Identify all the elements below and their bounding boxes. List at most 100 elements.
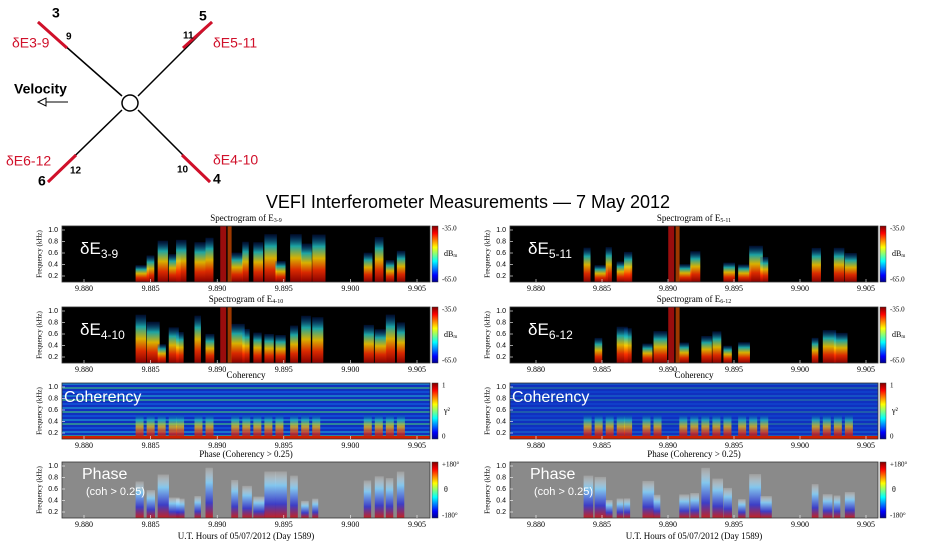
texture: [624, 251, 633, 282]
plot-frame: [61, 382, 431, 440]
x-tick-label: 9.880: [527, 365, 545, 374]
texture: [146, 490, 155, 518]
texture: [194, 315, 201, 363]
plot-frame: [509, 382, 879, 440]
x-tick-label: 9.905: [857, 365, 875, 374]
texture: [264, 413, 273, 439]
texture: [176, 332, 184, 363]
texture: [833, 413, 842, 439]
colorbar: [879, 382, 887, 440]
x-tick-label: 9.895: [275, 441, 293, 450]
texture: [168, 497, 180, 518]
y-tick-label: 0.2: [48, 430, 58, 437]
texture: [275, 471, 287, 518]
panel-inset: δE5-11: [528, 239, 572, 261]
panel-inset: Phase: [530, 466, 575, 483]
texture: [264, 234, 277, 282]
x-tick-label: 9.890: [659, 284, 677, 293]
plot-frame: [509, 225, 879, 283]
y-tick-label: 0.8: [48, 474, 58, 481]
colorbar-unit-text: dB: [444, 330, 453, 339]
x-tick-label: 9.890: [208, 284, 226, 293]
y-tick-label: 0.2: [48, 509, 58, 516]
texture: [583, 475, 594, 518]
colorbar-unit-text: θ: [892, 485, 896, 494]
texture: [146, 255, 155, 282]
colorbar-unit-sub: m: [453, 335, 457, 340]
x-tick-label: 9.905: [408, 284, 426, 293]
panel-inset-sub: 4-10: [101, 328, 125, 342]
x-tick-label: 9.900: [341, 441, 359, 450]
boom-segment: [46, 153, 78, 184]
y-tick-label: 0.2: [496, 430, 506, 437]
x-tick-label: 9.895: [275, 365, 293, 374]
texture: [242, 328, 250, 363]
x-tick-label: 9.890: [208, 520, 226, 529]
texture: [822, 330, 837, 363]
colorbar-unit-sub: m: [901, 254, 905, 259]
texture: [385, 478, 394, 518]
plot-texture: [135, 467, 405, 518]
colorbar-unit-text: γ²: [443, 406, 451, 415]
y-tick-label: 0.6: [48, 486, 58, 493]
colorbar: [431, 225, 439, 283]
texture: [723, 413, 732, 439]
panel-title: Spectrogram of E6-12: [657, 294, 731, 305]
texture: [642, 343, 653, 363]
x-tick-label: 9.895: [725, 284, 743, 293]
panel-inset-text: δE: [528, 320, 549, 339]
probe-diagram: [36, 20, 214, 184]
texture: [227, 307, 232, 363]
texture: [583, 413, 592, 439]
panel-inset-note: (coh > 0.25): [86, 486, 145, 498]
plot-texture: [62, 383, 430, 439]
colorbar: [879, 225, 887, 283]
x-tick-label: 9.885: [593, 441, 611, 450]
x-tick-label: 9.900: [791, 520, 809, 529]
texture: [510, 403, 878, 405]
panel-title: Spectrogram of E3-9: [210, 213, 281, 224]
colorbar-bottom-label: 0: [890, 433, 894, 441]
panel-inset-text: δE: [80, 239, 101, 258]
x-tick-label: 9.885: [593, 365, 611, 374]
panel-title-sub: 3-9: [274, 218, 282, 224]
boom-segment: [180, 153, 212, 184]
panel-inset-sub: 3-9: [101, 247, 119, 261]
texture: [668, 307, 675, 363]
texture: [675, 226, 680, 282]
texture: [510, 436, 878, 439]
x-tick-label: 9.905: [857, 441, 875, 450]
texture: [385, 260, 395, 282]
texture: [510, 395, 878, 397]
colorbar-unit: dBm: [892, 249, 905, 259]
texture: [205, 237, 214, 282]
colorbar-top-label: 1: [890, 382, 894, 390]
texture: [312, 317, 324, 363]
texture: [738, 499, 746, 518]
y-tick-label: 0.6: [496, 331, 506, 338]
texture: [749, 474, 762, 518]
texture: [253, 413, 262, 439]
y-tick-label: 1.0: [496, 308, 506, 315]
panel-title-sub: 6-12: [720, 299, 731, 305]
x-tick-label: 9.900: [341, 520, 359, 529]
texture: [811, 484, 819, 518]
plot-texture: [510, 383, 878, 439]
texture: [690, 413, 699, 439]
probe-label: 3: [52, 5, 60, 21]
x-tick-label: 9.905: [857, 284, 875, 293]
texture: [135, 481, 144, 518]
texture: [653, 413, 662, 439]
plot-frame: [61, 225, 431, 283]
texture: [157, 344, 166, 363]
pair-label: δE6-12: [6, 153, 51, 169]
texture: [157, 474, 169, 518]
plot-texture: [583, 467, 855, 518]
panel-title-text: Phase (Coherency > 0.25): [199, 449, 293, 459]
texture: [301, 243, 312, 282]
y-axis-label: Frequency (kHz): [36, 466, 44, 514]
x-axis-label: U.T. Hours of 05/07/2012 (Day 1589): [626, 531, 763, 541]
texture: [844, 253, 857, 282]
texture: [510, 407, 878, 409]
y-tick-label: 0.2: [48, 354, 58, 361]
